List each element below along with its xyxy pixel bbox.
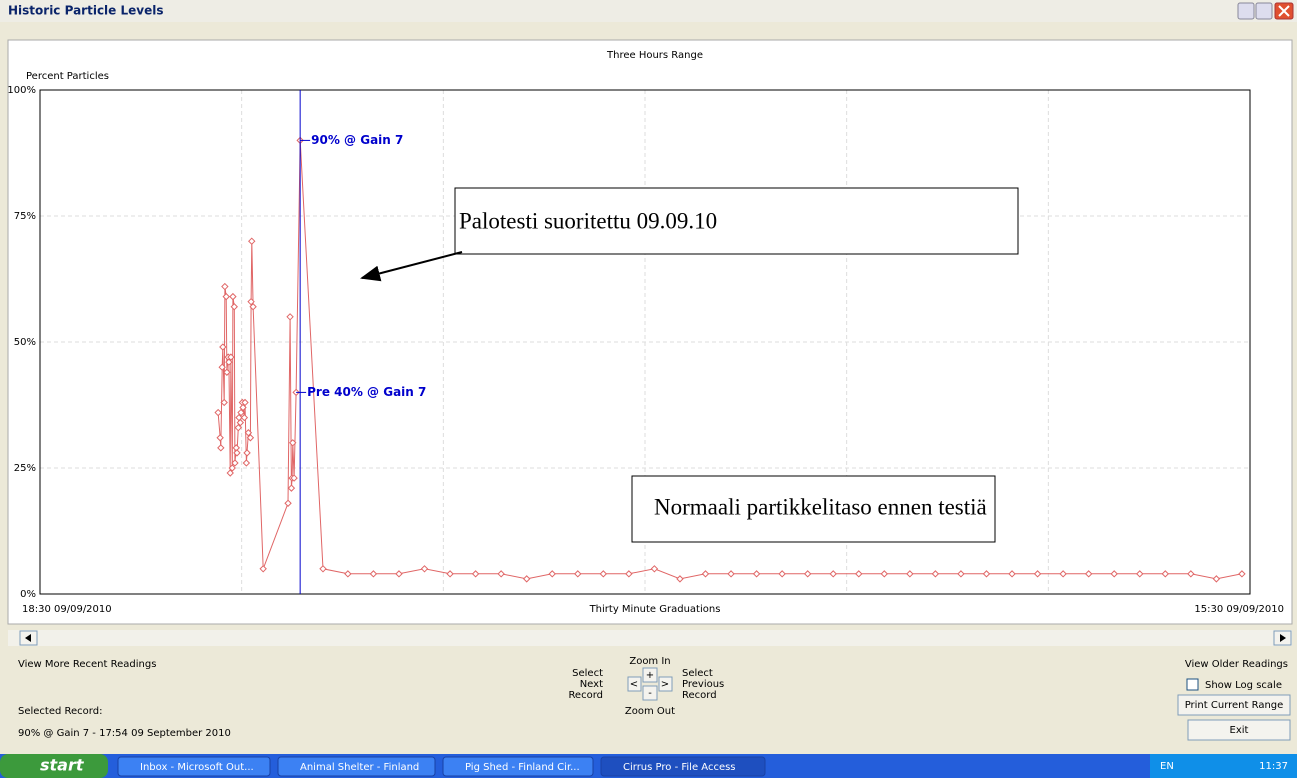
select-previous: Record: [682, 690, 717, 701]
annotation: Pre 40% @ Gain 7: [307, 385, 426, 399]
start-label: start: [40, 756, 85, 775]
y-tick-label: 100%: [7, 85, 36, 96]
callout-text: Palotesti suoritettu 09.09.10: [459, 208, 717, 233]
zoom-out-label: Zoom Out: [625, 706, 675, 717]
select-previous: Previous: [682, 679, 724, 690]
restore-button[interactable]: [1256, 3, 1272, 19]
selected-label: Selected Record:: [18, 706, 102, 717]
log-scale-checkbox[interactable]: [1187, 679, 1198, 690]
task-label: Animal Shelter - Finland: [300, 762, 419, 773]
scrollbar[interactable]: [8, 630, 1292, 646]
lang: EN: [1160, 761, 1174, 772]
task-label: Pig Shed - Finland Cir...: [465, 762, 580, 773]
log-scale-label: Show Log scale: [1205, 680, 1282, 691]
y-tick-label: 50%: [14, 337, 36, 348]
title-bar: [0, 0, 1297, 22]
chart-title: Three Hours Range: [606, 50, 703, 61]
view-older[interactable]: View Older Readings: [1185, 659, 1288, 670]
y-tick-label: 75%: [14, 211, 36, 222]
button-label: >: [661, 679, 669, 690]
task-label: Inbox - Microsoft Out...: [140, 762, 254, 773]
zoom-in-label: Zoom In: [629, 656, 670, 667]
select-previous: Select: [682, 668, 713, 679]
callout-text: Normaali partikkelitaso ennen testiä: [654, 494, 987, 519]
button-label: <: [630, 679, 638, 690]
select-next: Next: [580, 679, 603, 690]
y-axis-label: Percent Particles: [26, 71, 109, 82]
task-label: Cirrus Pro - File Access: [623, 762, 736, 773]
button-label: Exit: [1230, 725, 1249, 736]
minimize-button[interactable]: [1238, 3, 1254, 19]
x-start-label: 18:30 09/09/2010: [22, 604, 112, 615]
app-window: Historic Particle Levels Three Hours Ran…: [0, 0, 1297, 778]
x-axis-label: Thirty Minute Graduations: [589, 604, 721, 615]
selected-value: 90% @ Gain 7 - 17:54 09 September 2010: [18, 728, 231, 739]
button-label: Print Current Range: [1185, 700, 1284, 711]
select-next: Select: [572, 668, 603, 679]
window-title: Historic Particle Levels: [8, 4, 163, 18]
annotation: 90% @ Gain 7: [311, 133, 403, 147]
clock: 11:37: [1259, 761, 1288, 772]
button-label: -: [648, 688, 652, 699]
select-next: Record: [568, 690, 603, 701]
x-end-label: 15:30 09/09/2010: [1194, 604, 1284, 615]
y-tick-label: 0%: [20, 589, 36, 600]
y-tick-label: 25%: [14, 463, 36, 474]
button-label: +: [646, 670, 654, 681]
view-recent[interactable]: View More Recent Readings: [18, 659, 156, 670]
